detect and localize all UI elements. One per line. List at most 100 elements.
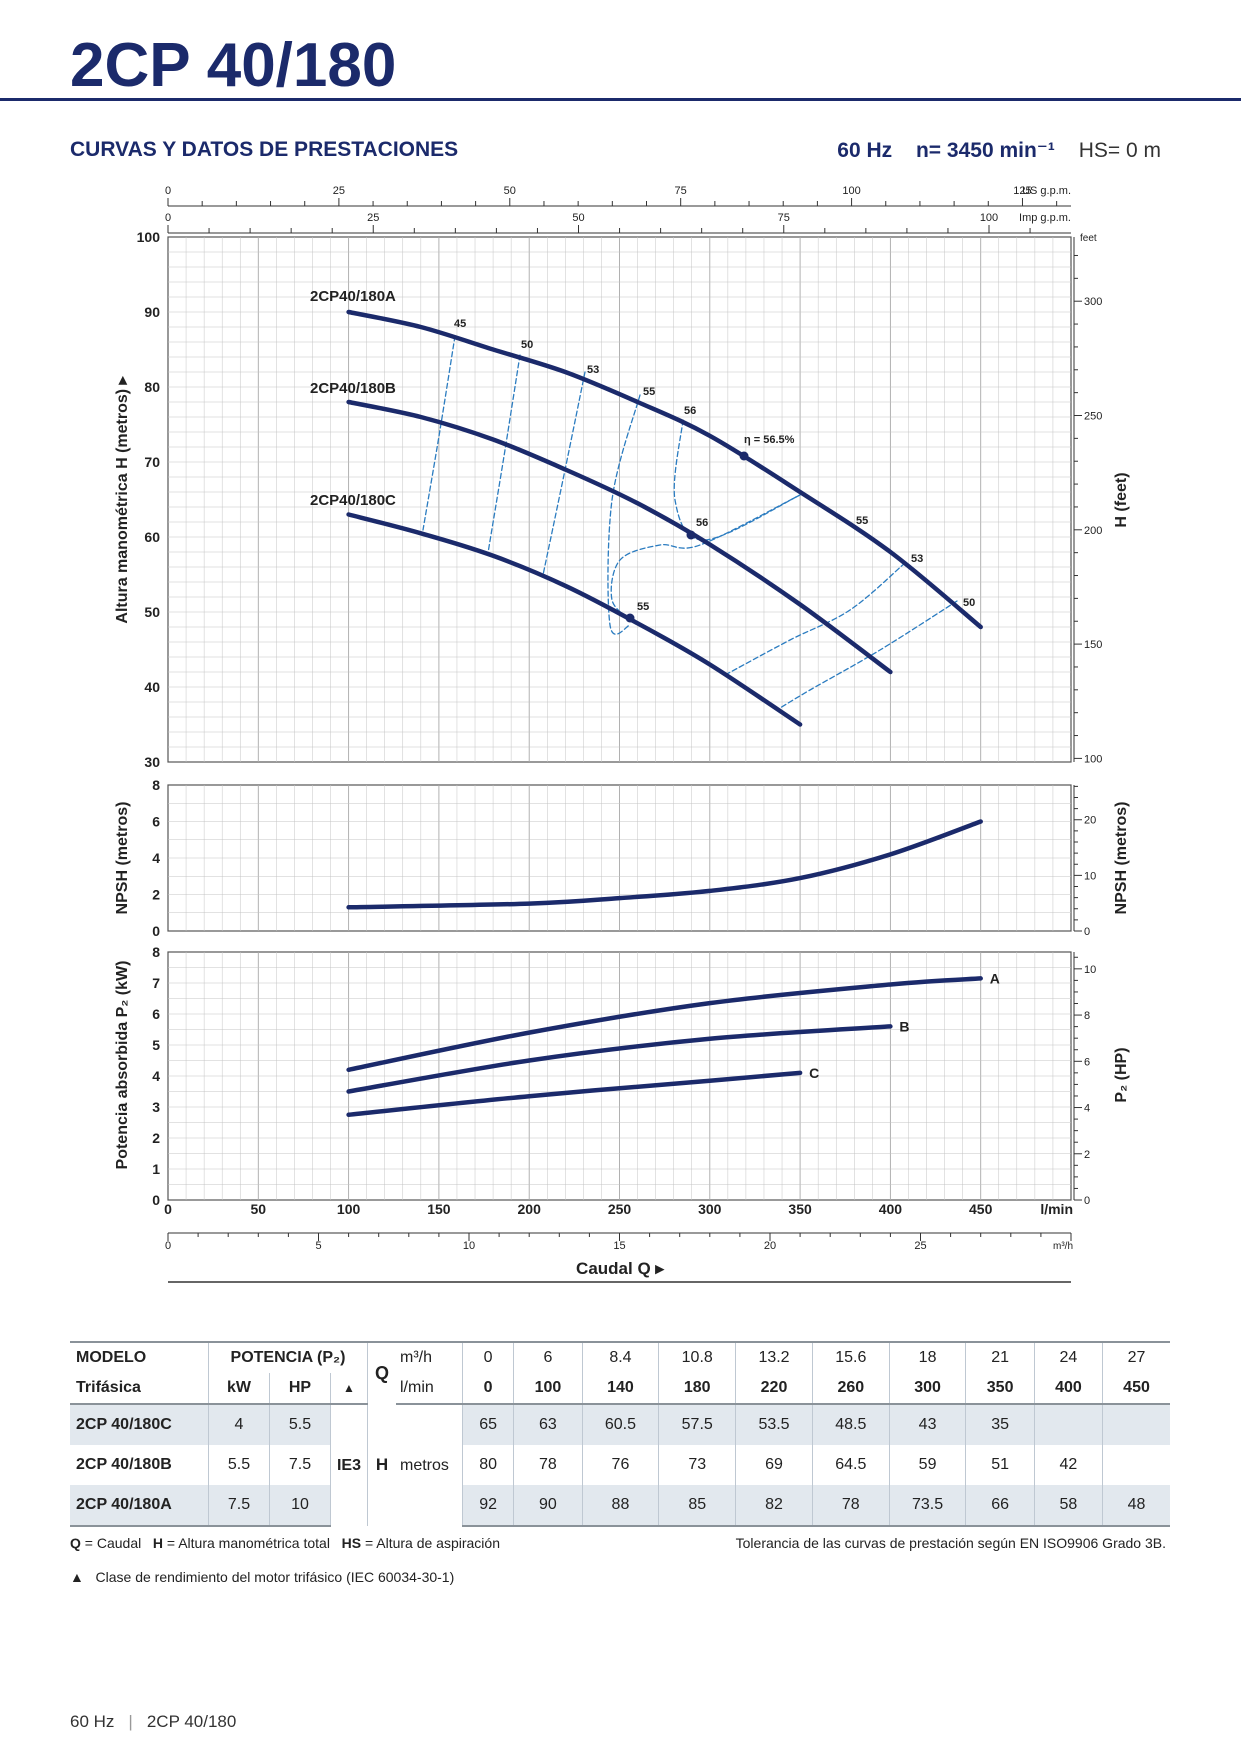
x-tick-label: 250 (608, 1201, 632, 1217)
footer-model: 2CP 40/180 (146, 1712, 237, 1731)
head-cell: 57.5 (658, 1404, 737, 1445)
table-head-lmin: l/min (396, 1373, 463, 1405)
us-gpm-tick-label: 75 (675, 185, 687, 197)
head-y-tick-label: 90 (144, 304, 160, 320)
npsh-right-axis-label: NPSH (metros) (1113, 802, 1130, 915)
power-y-tick-label: 0 (152, 1192, 160, 1208)
head-cell: 48 (1102, 1485, 1170, 1527)
power-curve-A (346, 976, 983, 1073)
q-lmin-cell: 220 (735, 1373, 813, 1405)
q-m3h-cell: 0 (462, 1341, 515, 1373)
m3h-unit: m³/h (1053, 1241, 1073, 1252)
power-right-axis-label: P₂ (HP) (1113, 1047, 1130, 1102)
model-name: 2CP 40/180B (70, 1445, 209, 1485)
legend-notes: Q = Caudal H = Altura manométrica total … (70, 1535, 500, 1551)
power-right-tick-label: 2 (1084, 1149, 1090, 1161)
q-m3h-cell: 10.8 (658, 1341, 737, 1373)
efficiency-label: η = 56.5% (744, 434, 795, 446)
efficiency-dashed-line (487, 354, 521, 554)
head-cell: 60.5 (582, 1404, 660, 1445)
head-cell: 58 (1034, 1485, 1104, 1527)
head-curve-2CP40/180C (346, 512, 803, 727)
x-tick-label: 350 (788, 1201, 812, 1217)
power-hp: 5.5 (269, 1404, 331, 1445)
head-cell: 35 (965, 1404, 1035, 1445)
power-kw: 4 (208, 1404, 270, 1445)
m3h-tick-label: 5 (315, 1240, 321, 1252)
us-gpm-tick-label: 125 (1013, 185, 1031, 197)
head-cell: 53.5 (735, 1404, 813, 1445)
head-cell: 51 (965, 1445, 1035, 1485)
power-curve-B (346, 1024, 893, 1094)
table-head-trifasica: Trifásica (70, 1373, 209, 1405)
x-tick-label: 0 (164, 1201, 172, 1217)
head-curve-label: 2CP40/180C (310, 492, 396, 509)
imp-gpm-tick-label: 50 (572, 212, 584, 224)
power-hp: 7.5 (269, 1445, 331, 1485)
efficiency-label: 53 (911, 553, 923, 565)
us-gpm-unit: US g.p.m. (1022, 185, 1071, 197)
efficiency-dashed-line (610, 494, 801, 623)
us-gpm-tick-label: 25 (333, 185, 345, 197)
q-lmin-cell: 180 (658, 1373, 737, 1405)
x-tick-label: 50 (251, 1201, 267, 1217)
q-lmin-cell: 100 (513, 1373, 583, 1405)
imp-gpm-tick-label: 75 (778, 212, 790, 224)
motor-class-text: Clase de rendimiento del motor trifásico… (95, 1569, 455, 1585)
head-y-tick-label: 30 (144, 754, 160, 770)
section-title: CURVAS Y DATOS DE PRESTACIONES (70, 138, 459, 161)
power-right-tick-label: 0 (1084, 1195, 1090, 1207)
m3h-tick-label: 20 (764, 1240, 776, 1252)
power-y-tick-label: 3 (152, 1099, 160, 1115)
imp-gpm-tick-label: 0 (165, 212, 171, 224)
q-m3h-cell: 18 (889, 1341, 967, 1373)
head-cell: 59 (889, 1445, 967, 1485)
efficiency-label: 55 (856, 515, 868, 527)
q-m3h-cell: 21 (965, 1341, 1035, 1373)
feet-unit: feet (1080, 233, 1097, 244)
head-cell: 63 (513, 1404, 583, 1445)
head-cell: 64.5 (812, 1445, 890, 1485)
npsh-curve (346, 819, 983, 910)
table-head-q: Q (367, 1341, 396, 1404)
head-y-tick-label: 40 (144, 679, 160, 695)
npsh-right-tick-label: 20 (1084, 815, 1096, 827)
table-head-hp: HP (269, 1373, 331, 1405)
efficiency-class: IE3 (330, 1404, 368, 1526)
power-right-tick-label: 8 (1084, 1010, 1090, 1022)
note-q-text: = Caudal (80, 1535, 142, 1551)
motor-class-note: ▲ Clase de rendimiento del motor trifási… (70, 1569, 454, 1585)
head-y-tick-label: 80 (144, 379, 160, 395)
model-name: 2CP 40/180C (70, 1404, 209, 1445)
npsh-y-tick-label: 8 (152, 777, 160, 793)
npsh-y-tick-label: 2 (152, 887, 160, 903)
q-lmin-cell: 300 (889, 1373, 967, 1405)
head-cell: 76 (582, 1445, 660, 1485)
x-tick-label: 400 (879, 1201, 903, 1217)
m3h-tick-label: 10 (463, 1240, 475, 1252)
us-gpm-tick-label: 0 (165, 185, 171, 197)
operating-conditions: 60 Hz n= 3450 min⁻¹ HS= 0 m (819, 138, 1161, 163)
x-axis-label: Caudal Q ▸ (576, 1259, 665, 1278)
imp-gpm-unit: Imp g.p.m. (1019, 212, 1071, 224)
head-y-axis-label: Altura manométrica H (metros) ▸ (114, 375, 131, 623)
q-lmin-cell: 260 (812, 1373, 890, 1405)
head-cell: 66 (965, 1485, 1035, 1527)
efficiency-label: 50 (963, 597, 975, 609)
x-tick-label: 200 (518, 1201, 542, 1217)
table-head-triangle: ▲ (330, 1373, 368, 1405)
power-curve-C (346, 1070, 803, 1118)
x-tick-label: 300 (698, 1201, 722, 1217)
table-head-kw: kW (208, 1373, 270, 1405)
triangle-icon: ▲ (70, 1569, 84, 1585)
head-cell (1102, 1404, 1170, 1445)
x-tick-label: 450 (969, 1201, 993, 1217)
feet-tick-label: 150 (1084, 639, 1102, 651)
m3h-tick-label: 15 (613, 1240, 625, 1252)
power-y-tick-label: 7 (152, 975, 160, 991)
head-cell: 85 (658, 1485, 737, 1527)
performance-table: MODELO POTENCIA (P₂) Q m³/h 0 6 8.4 10.8… (70, 1341, 1170, 1527)
power-y-tick-label: 6 (152, 1006, 160, 1022)
tolerance-note: Tolerancia de las curvas de prestación s… (735, 1535, 1166, 1551)
npsh-y-tick-label: 0 (152, 923, 160, 939)
